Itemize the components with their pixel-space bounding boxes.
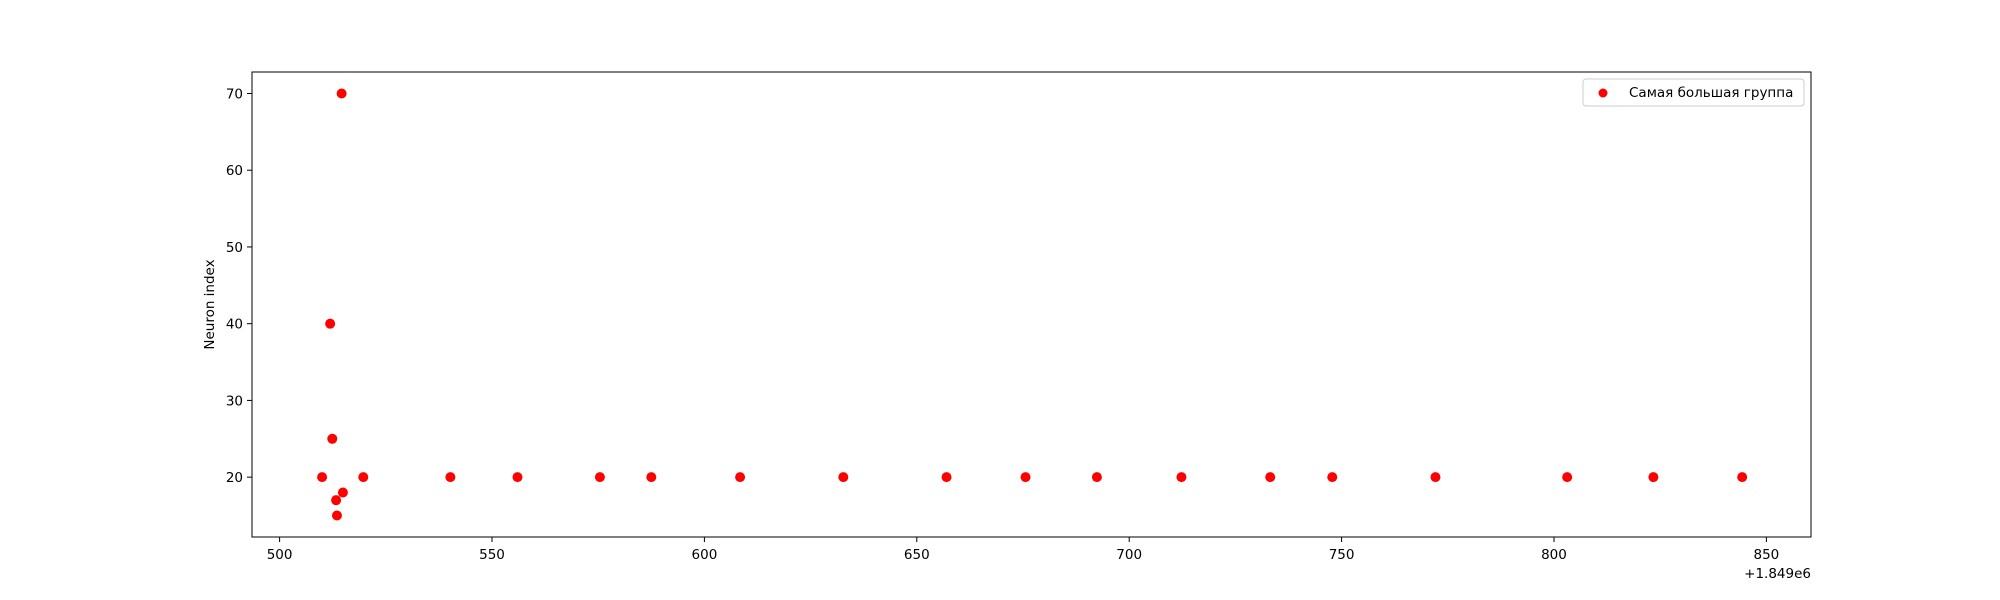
x-tick-label: 750 bbox=[1329, 547, 1355, 563]
data-point bbox=[1737, 472, 1748, 483]
y-tick-label: 50 bbox=[226, 240, 243, 256]
legend-label: Самая большая группа bbox=[1629, 85, 1793, 101]
x-tick-label: 500 bbox=[267, 547, 293, 563]
x-tick-label: 850 bbox=[1754, 547, 1780, 563]
y-axis: 20 30 40 50 60 70 bbox=[226, 86, 252, 486]
points-layer bbox=[317, 88, 1748, 521]
y-tick-label: 20 bbox=[226, 470, 243, 486]
data-point bbox=[325, 318, 336, 329]
data-point bbox=[594, 472, 605, 483]
data-point bbox=[336, 88, 347, 99]
data-point bbox=[1265, 472, 1276, 483]
x-axis-offset-label: +1.849e6 bbox=[1744, 566, 1811, 582]
y-tick-label: 30 bbox=[226, 393, 243, 409]
data-point bbox=[1648, 472, 1659, 483]
y-tick-label: 60 bbox=[226, 163, 243, 179]
data-point bbox=[358, 472, 369, 483]
x-tick-label: 700 bbox=[1116, 547, 1142, 563]
data-point bbox=[941, 472, 952, 483]
data-point bbox=[327, 433, 338, 444]
legend-marker bbox=[1598, 88, 1608, 98]
y-tick-label: 70 bbox=[226, 86, 243, 102]
legend-box bbox=[1582, 78, 1805, 107]
data-point bbox=[1091, 472, 1102, 483]
data-point bbox=[1327, 472, 1338, 483]
data-point bbox=[331, 495, 342, 506]
data-point bbox=[445, 472, 456, 483]
data-point bbox=[317, 472, 328, 483]
x-tick-label: 550 bbox=[479, 547, 505, 563]
data-point bbox=[838, 472, 849, 483]
x-tick-label: 600 bbox=[692, 547, 718, 563]
legend: Самая большая группа bbox=[1582, 78, 1805, 107]
data-point bbox=[337, 487, 348, 498]
y-tick-label: 40 bbox=[226, 317, 243, 333]
data-point bbox=[646, 472, 657, 483]
data-point bbox=[1430, 472, 1441, 483]
x-tick-label: 650 bbox=[904, 547, 930, 563]
y-axis-label: Neuron index bbox=[202, 259, 218, 349]
data-point bbox=[735, 472, 746, 483]
plot-frame bbox=[251, 71, 1812, 538]
data-point bbox=[331, 510, 342, 521]
data-point bbox=[1020, 472, 1031, 483]
x-axis: 500 550 600 650 700 750 800 850 bbox=[267, 537, 1780, 563]
data-point bbox=[1562, 472, 1573, 483]
data-point bbox=[512, 472, 523, 483]
data-point bbox=[1176, 472, 1187, 483]
x-tick-label: 800 bbox=[1541, 547, 1567, 563]
